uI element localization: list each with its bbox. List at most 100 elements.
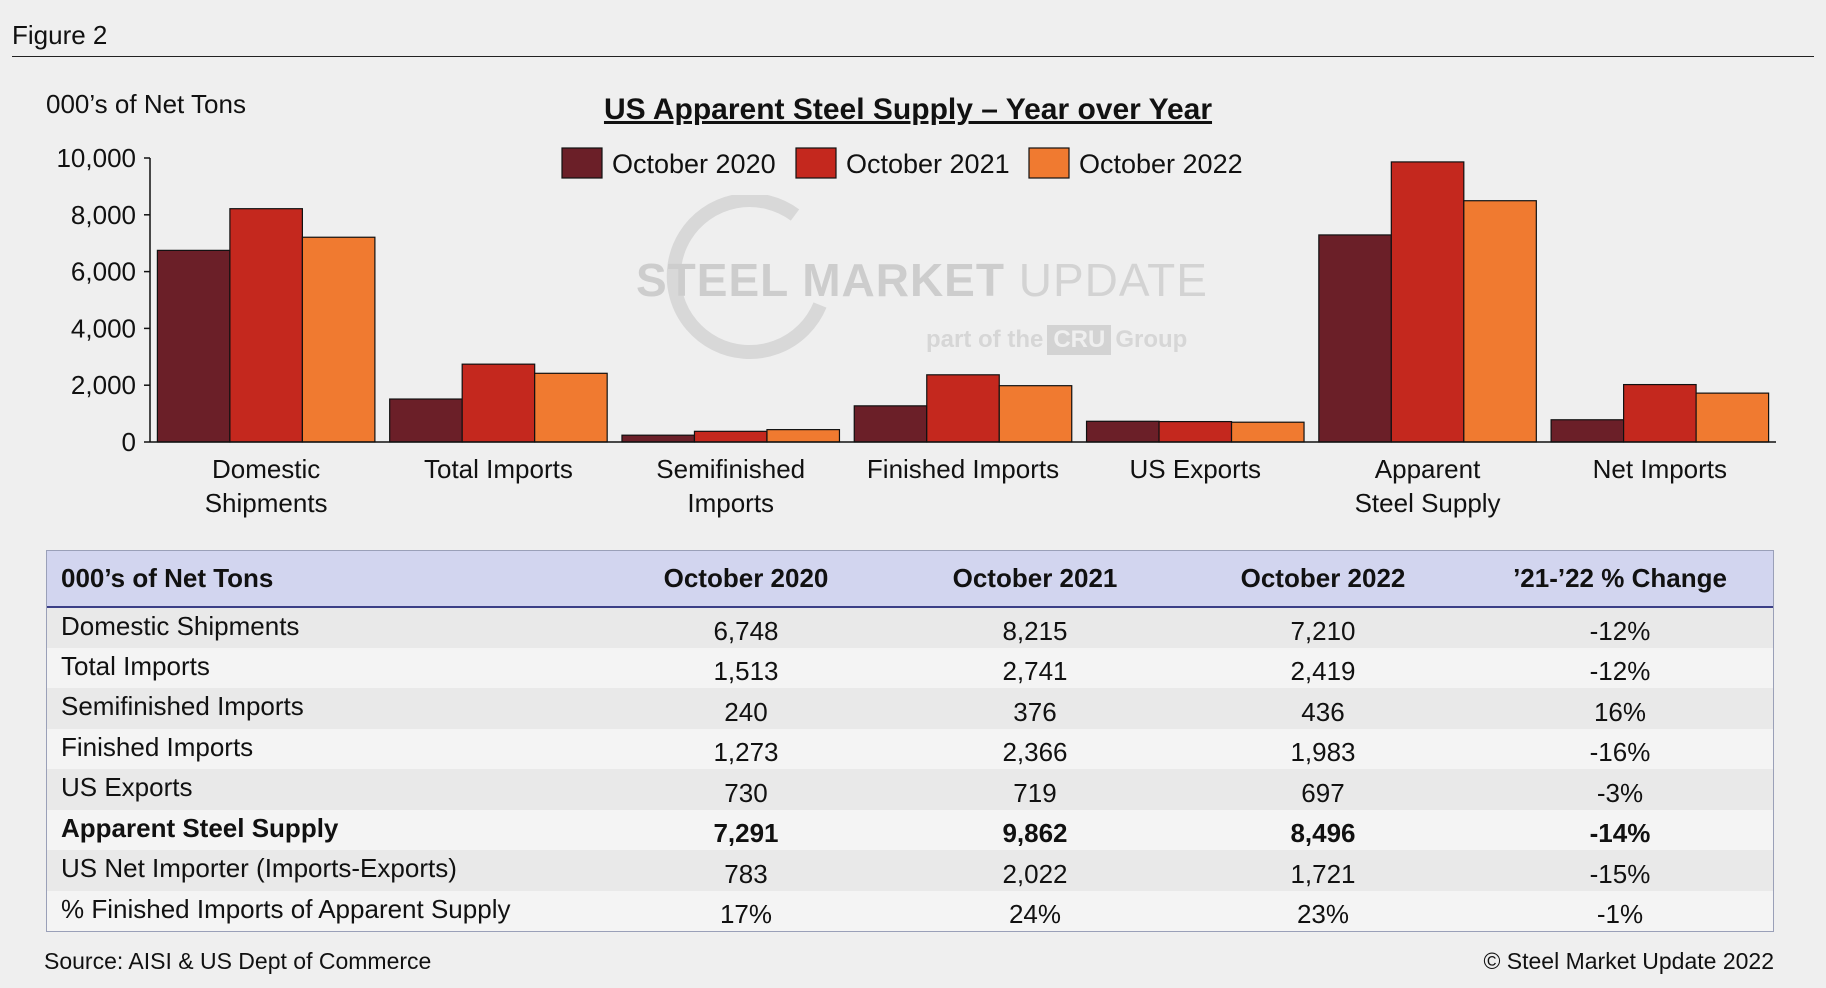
x-category-label: Semifinished bbox=[656, 454, 805, 484]
header-oct-2021: October 2021 bbox=[952, 563, 1118, 593]
legend-label: October 2022 bbox=[1079, 149, 1243, 179]
cell-oct-2021: 719 bbox=[1013, 777, 1057, 808]
table-row: Total Imports 1,513 2,741 2,419 -12% bbox=[47, 647, 1773, 688]
bar-october-2021 bbox=[229, 208, 303, 443]
cell-oct-2020: 17% bbox=[719, 899, 773, 929]
cell-oct-2020: 783 bbox=[724, 858, 768, 889]
row-label: Domestic Shipments bbox=[61, 611, 300, 641]
cell-oct-2022: 697 bbox=[1301, 777, 1345, 808]
bar-october-2020 bbox=[853, 405, 928, 443]
cell-oct-2021: 24% bbox=[1008, 899, 1062, 929]
cell-pct-change: -1% bbox=[1596, 899, 1644, 929]
cell-pct-change: -16% bbox=[1589, 737, 1651, 767]
figure-label: Figure 2 bbox=[12, 20, 108, 50]
table-row: Finished Imports 1,273 2,366 1,983 -16% bbox=[47, 728, 1773, 769]
source-note: Source: AISI & US Dept of Commerce bbox=[44, 948, 432, 974]
cell-pct-change: -14% bbox=[1589, 818, 1651, 848]
copyright-note: © Steel Market Update 2022 bbox=[1483, 948, 1774, 974]
x-category-label: Total Imports bbox=[424, 454, 573, 484]
bar-october-2021 bbox=[693, 430, 768, 443]
bar-october-2020 bbox=[389, 398, 463, 443]
cell-oct-2022: 2,419 bbox=[1290, 656, 1356, 686]
cell-oct-2021: 8,215 bbox=[1002, 615, 1068, 646]
y-tick-label: 6,000 bbox=[71, 257, 136, 287]
cell-oct-2022: 23% bbox=[1296, 899, 1350, 929]
row-label: US Net Importer (Imports-Exports) bbox=[61, 853, 457, 883]
cell-pct-change: -3% bbox=[1596, 777, 1644, 808]
cell-pct-change: -12% bbox=[1589, 656, 1651, 686]
cell-oct-2022: 436 bbox=[1301, 696, 1345, 727]
y-tick-label: 8,000 bbox=[71, 200, 136, 230]
cell-oct-2020: 1,513 bbox=[713, 656, 779, 686]
y-axis-units-label: 000’s of Net Tons bbox=[46, 89, 246, 119]
cell-oct-2021: 2,022 bbox=[1002, 858, 1068, 889]
header-oct-2022: October 2022 bbox=[1240, 563, 1406, 593]
header-label: 000’s of Net Tons bbox=[61, 563, 274, 593]
y-tick-label: 10,000 bbox=[56, 143, 136, 173]
x-category-label: Apparent bbox=[1375, 454, 1481, 484]
table-row: Semifinished Imports 240 376 436 16% bbox=[47, 688, 1773, 729]
legend-label: October 2020 bbox=[612, 149, 776, 179]
data-table-container: 000’s of Net Tons October 2020 October 2… bbox=[46, 550, 1774, 932]
legend-swatch bbox=[561, 147, 603, 179]
bar-october-2021 bbox=[1390, 161, 1465, 443]
figure-divider bbox=[12, 56, 1814, 57]
row-label: US Exports bbox=[61, 772, 193, 802]
table-header-row: 000’s of Net Tons October 2020 October 2… bbox=[47, 551, 1773, 607]
table-row: Domestic Shipments 6,748 8,215 7,210 -12… bbox=[47, 607, 1773, 648]
row-label: Total Imports bbox=[61, 650, 210, 681]
row-label: % Finished Imports of Apparent Supply bbox=[61, 893, 511, 924]
row-label: Finished Imports bbox=[61, 731, 254, 762]
x-category-label: US Exports bbox=[1130, 454, 1262, 484]
cell-pct-change: 16% bbox=[1593, 696, 1647, 727]
cell-oct-2022: 1,983 bbox=[1290, 737, 1356, 767]
bar-october-2022 bbox=[998, 385, 1073, 443]
cell-oct-2020: 730 bbox=[724, 777, 768, 808]
x-category-label: Domestic bbox=[212, 454, 320, 484]
cell-oct-2020: 6,748 bbox=[713, 615, 779, 646]
bar-october-2022 bbox=[1463, 200, 1537, 443]
header-oct-2020: October 2020 bbox=[663, 563, 829, 593]
cell-oct-2022: 8,496 bbox=[1290, 818, 1356, 848]
x-category-label: Steel Supply bbox=[1355, 488, 1501, 518]
bar-october-2022 bbox=[1230, 421, 1305, 443]
cell-oct-2022: 7,210 bbox=[1290, 615, 1356, 646]
legend-swatch bbox=[795, 147, 837, 179]
bar-october-2021 bbox=[461, 363, 536, 443]
bar-october-2022 bbox=[1695, 392, 1770, 443]
cell-oct-2021: 9,862 bbox=[1002, 818, 1068, 848]
bar-october-2020 bbox=[1318, 234, 1392, 443]
cell-oct-2021: 2,366 bbox=[1002, 737, 1068, 767]
y-tick-label: 2,000 bbox=[71, 370, 136, 400]
header-pct-change: ’21-’22 % Change bbox=[1513, 563, 1727, 593]
table-row: % Finished Imports of Apparent Supply 17… bbox=[47, 890, 1773, 931]
table-row-total: Apparent Steel Supply 7,291 9,862 8,496 … bbox=[47, 809, 1773, 850]
x-category-label: Finished Imports bbox=[867, 454, 1059, 484]
x-category-label: Net Imports bbox=[1593, 454, 1727, 484]
cell-oct-2020: 240 bbox=[724, 696, 768, 727]
x-category-label: Imports bbox=[687, 488, 774, 518]
y-tick-label: 4,000 bbox=[71, 313, 136, 343]
chart-title: US Apparent Steel Supply – Year over Yea… bbox=[604, 93, 1212, 126]
x-category-label: Shipments bbox=[205, 488, 328, 518]
bar-october-2021 bbox=[1158, 420, 1233, 443]
legend-label: October 2021 bbox=[846, 149, 1010, 179]
cell-oct-2021: 376 bbox=[1013, 696, 1057, 727]
bar-october-2022 bbox=[534, 372, 608, 443]
bar-october-2021 bbox=[926, 374, 1000, 443]
bar-october-2022 bbox=[301, 236, 376, 443]
bar-october-2020 bbox=[156, 249, 231, 443]
bar-october-2020 bbox=[1550, 419, 1625, 443]
cell-oct-2020: 1,273 bbox=[713, 737, 779, 767]
bar-october-2020 bbox=[1085, 420, 1160, 443]
cell-oct-2022: 1,721 bbox=[1290, 858, 1356, 889]
bar-october-2020 bbox=[621, 434, 696, 443]
bar-october-2021 bbox=[1623, 383, 1697, 443]
cell-pct-change: -12% bbox=[1589, 615, 1651, 646]
table-row: US Net Importer (Imports-Exports) 783 2,… bbox=[47, 850, 1773, 891]
cell-oct-2021: 2,741 bbox=[1002, 656, 1068, 686]
table-row: US Exports 730 719 697 -3% bbox=[47, 769, 1773, 810]
cell-oct-2020: 7,291 bbox=[713, 818, 779, 848]
legend-swatch bbox=[1028, 147, 1070, 179]
row-label: Semifinished Imports bbox=[61, 691, 304, 721]
